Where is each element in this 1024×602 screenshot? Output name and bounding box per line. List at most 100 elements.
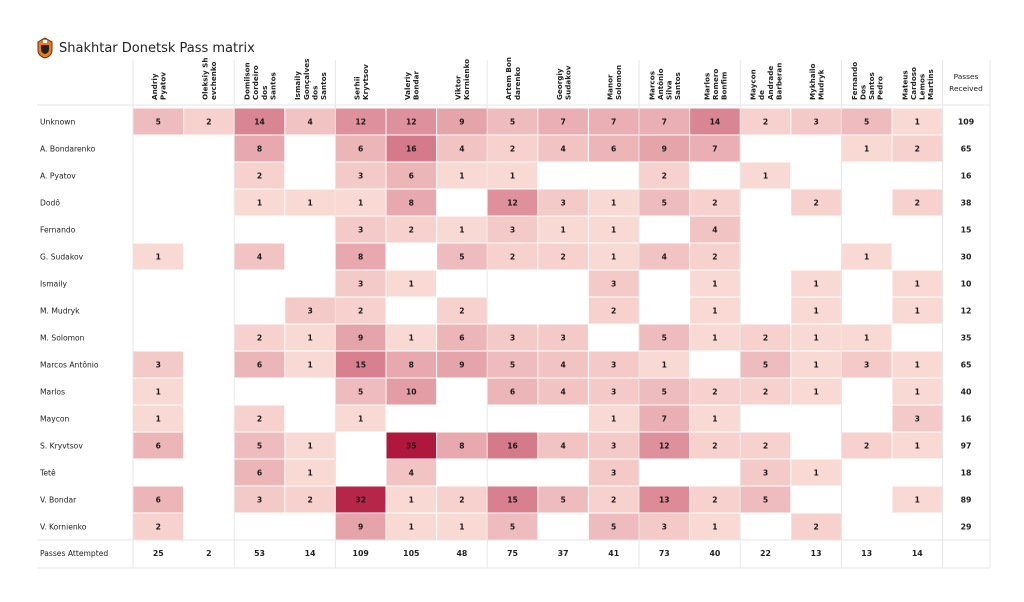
cell-value: 1 <box>156 388 161 397</box>
heatmap-cell <box>639 135 690 162</box>
row-label: Ismaily <box>40 280 67 289</box>
cell-value: 1 <box>307 469 312 478</box>
heatmap-cell <box>133 108 184 135</box>
heatmap-cell <box>487 243 538 270</box>
cell-value: 2 <box>864 442 869 451</box>
cell-value: 4 <box>409 469 414 478</box>
cell-value: 1 <box>307 334 312 343</box>
cell-value: 5 <box>560 496 565 505</box>
row-label: Unknown <box>40 118 75 127</box>
column-header-line: Santos <box>673 72 682 100</box>
column-header-line: Marlos <box>702 73 711 100</box>
heatmap-cell <box>740 432 791 459</box>
heatmap-cell <box>639 324 690 351</box>
passes-received-value: 65 <box>961 361 972 370</box>
cell-value: 15 <box>355 361 366 370</box>
heatmap-cell <box>285 459 335 486</box>
cell-value: 4 <box>307 118 312 127</box>
heatmap-cell <box>892 108 943 135</box>
cell-value: 5 <box>662 388 667 397</box>
cell-value: 1 <box>611 253 616 262</box>
heatmap-cell <box>791 189 841 216</box>
cell-value: 4 <box>560 442 565 451</box>
column-header-line: Viktor <box>454 75 463 100</box>
heatmap-cell <box>791 378 841 405</box>
column-header-line: Kornienko <box>462 59 471 100</box>
column-header-line: Mateus <box>900 70 909 100</box>
heatmap-cell <box>740 351 791 378</box>
cell-value: 6 <box>156 496 161 505</box>
heatmap-cell <box>437 243 487 270</box>
heatmap-cell <box>437 486 487 513</box>
cell-value: 7 <box>662 118 667 127</box>
heatmap-cell <box>538 189 588 216</box>
heatmap-cell <box>841 243 892 270</box>
heatmap-cell <box>386 486 437 513</box>
passes-attempted-value: 75 <box>507 549 518 558</box>
cell-value: 9 <box>358 523 363 532</box>
heatmap-cell <box>133 486 184 513</box>
cell-value: 14 <box>710 118 721 127</box>
cell-value: 5 <box>864 118 869 127</box>
passes-received-value: 15 <box>961 226 972 235</box>
cell-value: 1 <box>915 496 920 505</box>
cell-value: 4 <box>459 145 464 154</box>
column-header-line: Gonçalves <box>302 59 311 100</box>
cell-value: 1 <box>763 172 768 181</box>
heatmap-cell <box>538 351 588 378</box>
cell-value: 1 <box>712 280 717 289</box>
cell-value: 1 <box>611 199 616 208</box>
cell-value: 7 <box>712 145 717 154</box>
heatmap-cell <box>386 216 437 243</box>
cell-value: 2 <box>915 199 920 208</box>
cell-value: 2 <box>510 145 515 154</box>
heatmap-cell <box>335 351 386 378</box>
heatmap-cell <box>740 486 791 513</box>
heatmap-cell <box>690 216 740 243</box>
heatmap-cell <box>588 108 639 135</box>
heatmap-cell <box>690 135 740 162</box>
heatmap-cell <box>234 243 285 270</box>
heatmap-cell <box>841 324 892 351</box>
heatmap-cell <box>487 324 538 351</box>
column-header-line: Andriy <box>150 73 159 100</box>
cell-value: 8 <box>257 145 262 154</box>
cell-value: 1 <box>813 361 818 370</box>
passes-attempted-value: 41 <box>608 549 619 558</box>
passes-attempted-value: 13 <box>861 549 872 558</box>
column-header-line: Manor <box>605 74 614 100</box>
cell-value: 2 <box>763 442 768 451</box>
column-header-line: Kryvtsov <box>361 64 370 100</box>
heatmap-cell <box>588 189 639 216</box>
heatmap-cell <box>437 351 487 378</box>
passes-received-value: 38 <box>961 199 972 208</box>
heatmap-cell <box>386 324 437 351</box>
cell-value: 5 <box>763 496 768 505</box>
cell-value: 3 <box>510 226 515 235</box>
heatmap-cell <box>437 513 487 540</box>
heatmap-cell <box>234 432 285 459</box>
column-header-line: Andrade <box>766 66 775 100</box>
cell-value: 3 <box>813 118 818 127</box>
club-crest-icon <box>37 37 53 59</box>
heatmap-cell <box>690 432 740 459</box>
column-header: Serhii Kryvtsov <box>352 64 370 100</box>
passes-attempted-value: 14 <box>305 549 316 558</box>
column-header-line: Serhii <box>352 76 361 100</box>
heatmap-cell <box>335 162 386 189</box>
cell-value: 2 <box>459 307 464 316</box>
cell-value: 1 <box>864 253 869 262</box>
column-header: Artem Bon darenko <box>504 57 522 100</box>
column-header-line: Lemos <box>918 74 927 100</box>
heatmap-cell <box>234 324 285 351</box>
passes-received-value: 10 <box>961 280 972 289</box>
cell-value: 3 <box>156 361 161 370</box>
cell-value: 2 <box>712 253 717 262</box>
heatmap-cell <box>639 243 690 270</box>
cell-value: 4 <box>560 361 565 370</box>
heatmap-cell <box>234 162 285 189</box>
heatmap-cell <box>437 135 487 162</box>
heatmap-cell <box>639 351 690 378</box>
heatmap-cell <box>335 324 386 351</box>
